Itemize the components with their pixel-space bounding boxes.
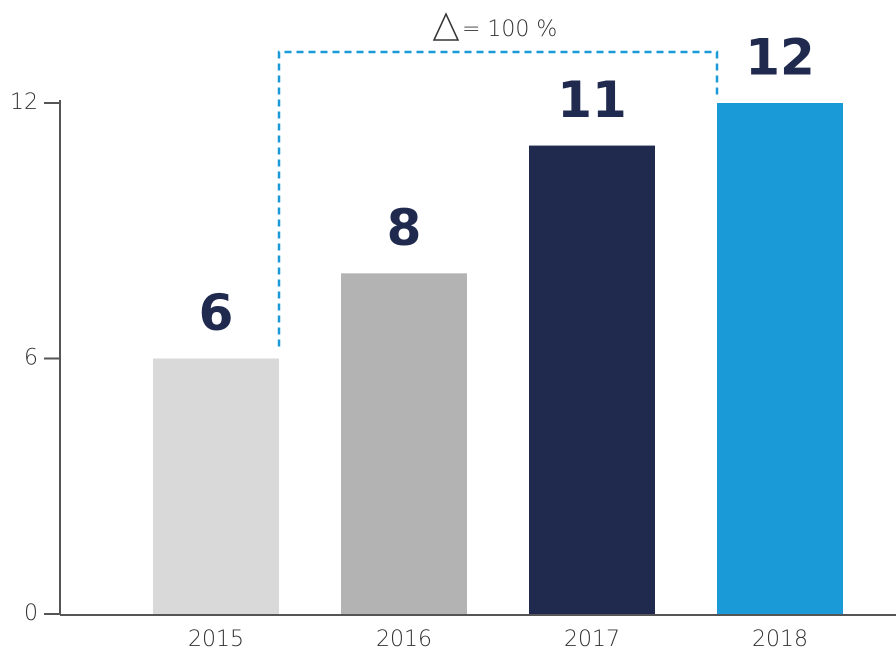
value-label: 11 <box>557 71 627 129</box>
x-tick-label: 2017 <box>564 627 620 652</box>
y-tick-label: 12 <box>10 90 38 115</box>
value-label: 8 <box>387 199 422 257</box>
annotation: = 100 % <box>462 17 557 42</box>
y-tick-label: 0 <box>24 601 38 626</box>
x-tick-label: 2016 <box>376 627 432 652</box>
bar <box>529 145 655 615</box>
delta-icon <box>432 12 460 41</box>
x-tick-label: 2015 <box>188 627 244 652</box>
value-label: 6 <box>199 284 234 342</box>
value-label: 12 <box>745 29 815 87</box>
delta-bracket <box>277 50 719 347</box>
bar <box>341 273 467 614</box>
y-tick-label: 6 <box>24 346 38 371</box>
bar <box>717 103 843 614</box>
x-tick-label: 2018 <box>752 627 808 652</box>
bar <box>153 358 279 614</box>
